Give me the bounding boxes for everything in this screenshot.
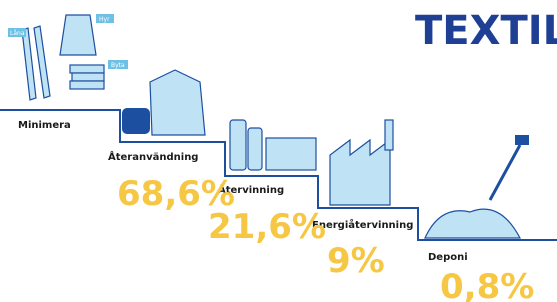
landfill-icon: [425, 135, 529, 238]
recycle-icon: [230, 120, 316, 170]
tag: Låna: [10, 30, 25, 37]
step-label: Minimera: [18, 120, 71, 131]
step-label: Återanvändning: [108, 150, 198, 163]
step-label: Deponi: [428, 252, 468, 263]
infographic: TEXTIL Låna Hyr Byta Minimera Återanvänd…: [0, 0, 557, 302]
share: 0,8%: [440, 267, 534, 302]
reuse-icon: [122, 70, 205, 135]
tag: Byta: [111, 62, 125, 69]
step-label: Energiåtervinning: [312, 218, 413, 231]
share: 21,6%: [208, 207, 326, 247]
title: TEXTIL: [415, 8, 557, 54]
tag: Hyr: [99, 16, 110, 23]
minimize-icon: Låna Hyr Byta: [8, 14, 128, 100]
share: 9%: [327, 241, 385, 281]
energy-icon: [330, 120, 393, 205]
